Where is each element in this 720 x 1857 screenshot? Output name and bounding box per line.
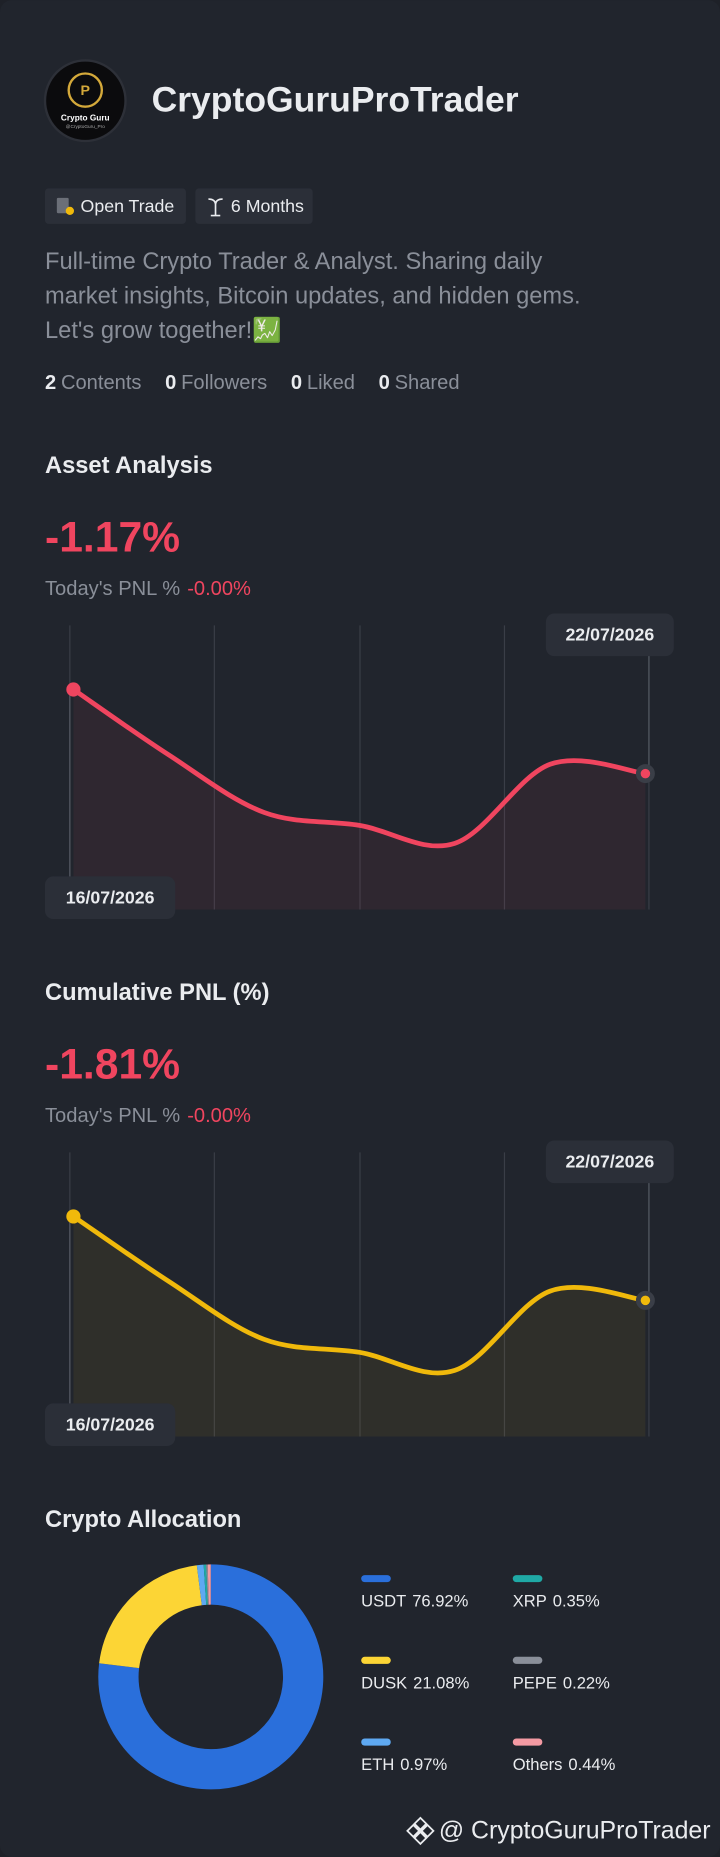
profile-name: CryptoGuruProTrader <box>152 79 519 119</box>
line <box>72 1214 646 1376</box>
date-label: 16/07/2026 <box>66 1415 155 1435</box>
date-label: 22/07/2026 <box>565 625 654 645</box>
legend-label: USDT <box>361 1592 406 1611</box>
stat-value: 0 <box>291 372 302 394</box>
donut-slice <box>196 1564 207 1606</box>
avatar-subtext: @CryptoGuru_Pro <box>66 124 106 130</box>
svg-text:P: P <box>81 83 90 99</box>
legend-swatch <box>361 1575 391 1583</box>
point <box>635 764 655 784</box>
tag-label: 6 Months <box>231 196 304 216</box>
pnl-value: -0.00% <box>187 578 251 600</box>
tag-label: Open Trade <box>81 196 175 216</box>
line-chart: Asset Analysis -1.17% Today's PNL % -0.00% 2… <box>45 453 674 920</box>
headline: -1.17% <box>45 513 180 561</box>
stat-label: Followers <box>181 372 267 394</box>
point <box>66 1209 81 1224</box>
legend-value: 0.22% <box>563 1673 610 1692</box>
legend-label: Others <box>513 1755 563 1774</box>
legend-label: PEPE <box>513 1673 557 1692</box>
bio-line: Let's grow together!💹 <box>45 316 282 344</box>
pnl-label: Today's PNL % <box>45 578 180 600</box>
donut-slice <box>99 1565 203 1669</box>
stat-label: Shared <box>395 372 460 394</box>
headline: -1.81% <box>45 1040 180 1088</box>
legend-label: ETH <box>361 1755 394 1774</box>
legend-value: 76.92% <box>412 1592 468 1611</box>
area <box>73 689 646 910</box>
pnl-label: Today's PNL % <box>45 1105 180 1127</box>
legend-swatch <box>361 1656 391 1664</box>
point <box>66 682 81 697</box>
legend-label: XRP <box>513 1592 547 1611</box>
legend-swatch <box>512 1738 543 1746</box>
stat-value: 0 <box>165 372 176 394</box>
legend-value: 0.44% <box>568 1755 615 1774</box>
legend-value: 0.97% <box>400 1755 447 1774</box>
tooltip <box>545 613 674 657</box>
tooltip <box>45 1403 176 1446</box>
legend-swatch <box>361 1738 391 1746</box>
stat-value: 2 <box>45 372 56 394</box>
tag: Open Trade <box>45 188 186 224</box>
section-title: Cumulative PNL (%) <box>45 980 269 1006</box>
legend-value: 21.08% <box>413 1673 469 1692</box>
bio-line: market insights, Bitcoin updates, and hi… <box>45 284 581 310</box>
donut-slice <box>98 1564 324 1790</box>
avatar-text: Crypto Guru <box>61 114 110 123</box>
legend-swatch <box>512 1656 543 1664</box>
section-title: Asset Analysis <box>45 453 213 479</box>
section-title: Crypto Allocation <box>45 1507 241 1533</box>
date-label: 16/07/2026 <box>66 888 155 908</box>
area <box>73 1216 646 1437</box>
tooltip <box>45 876 176 920</box>
tooltip <box>545 1140 674 1184</box>
stat-label: Liked <box>307 372 355 394</box>
footer: @ CryptoGuruProTrader <box>406 1816 711 1846</box>
line-chart: Cumulative PNL (%) -1.81% Today's PNL % -0.… <box>45 980 674 1446</box>
point <box>635 1290 655 1310</box>
footer-text: @ CryptoGuruProTrader <box>439 1817 711 1845</box>
bio-line: Full-time Crypto Trader & Analyst. Shari… <box>45 249 542 275</box>
stat-label: Contents <box>61 372 142 394</box>
stat-value: 0 <box>379 372 390 394</box>
legend-label: DUSK <box>361 1673 407 1692</box>
donut-chart: Crypto Allocation USDT 76.92% DUSK 21.08% ETH… <box>45 1507 616 1790</box>
tag: 6 Months <box>195 188 313 224</box>
line <box>72 687 646 849</box>
legend-value: 0.35% <box>553 1592 600 1611</box>
pnl-value: -0.00% <box>187 1105 251 1127</box>
avatar: P Crypto Guru @CryptoGuru_Pro <box>43 59 127 143</box>
legend-swatch <box>512 1575 543 1583</box>
date-label: 22/07/2026 <box>565 1152 654 1172</box>
